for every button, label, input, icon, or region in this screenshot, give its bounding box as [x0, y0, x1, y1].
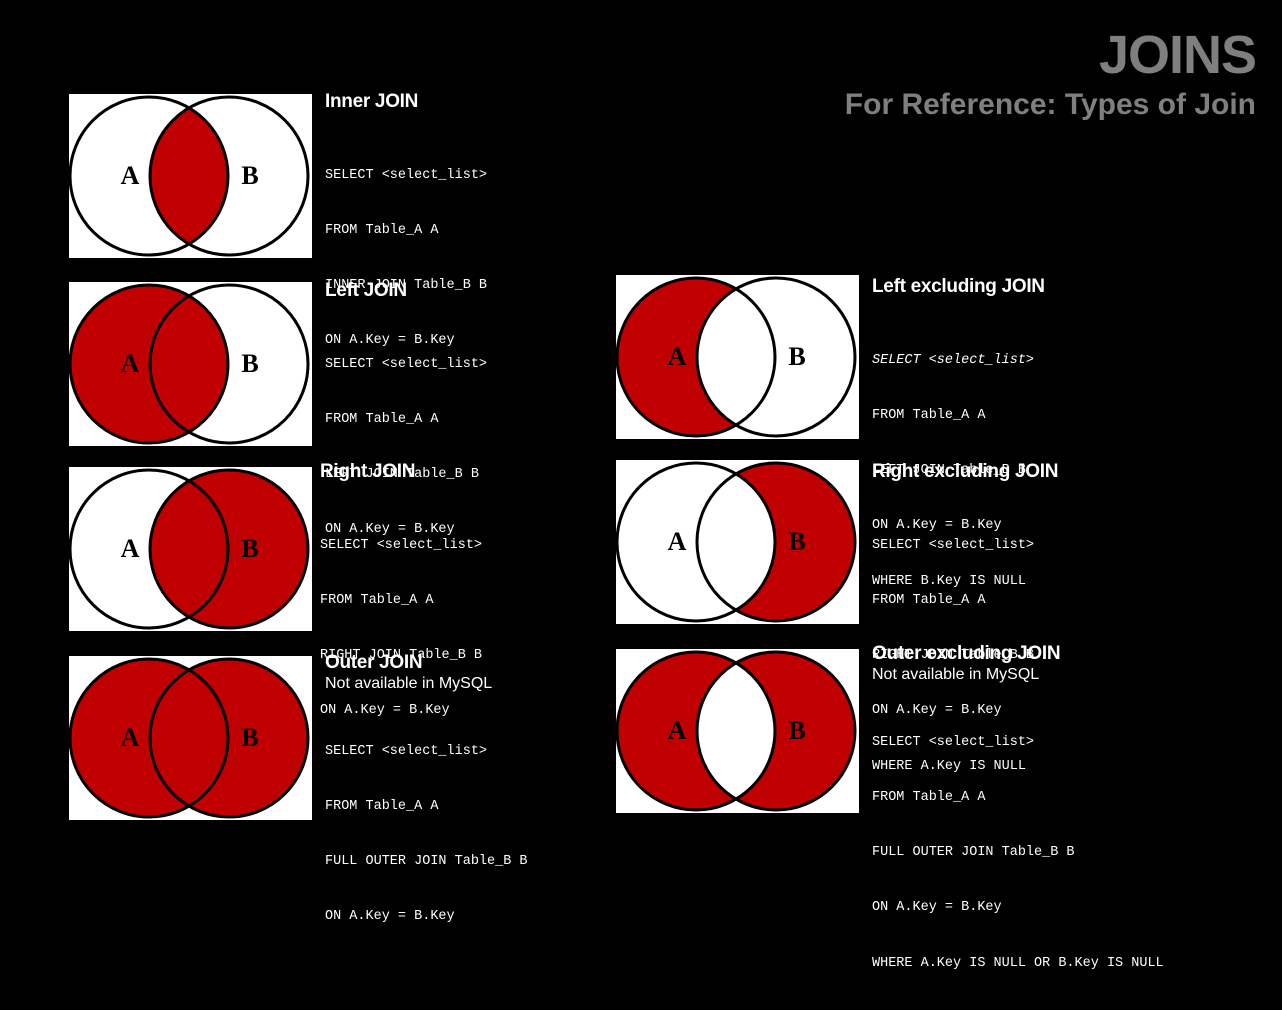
set-label-a: A [668, 342, 687, 371]
sql-line: SELECT <select_list> [325, 356, 488, 372]
join-title: Right JOIN [320, 461, 416, 482]
venn-left-join: A B [69, 282, 312, 446]
join-title: Inner JOIN [325, 91, 419, 112]
join-note: Not available in MySQL [325, 675, 493, 692]
sql-line: ON A.Key = B.Key [325, 333, 455, 349]
join-note: Not available in MySQL [872, 666, 1040, 683]
venn-left-excluding-join: A B [616, 275, 859, 439]
sql-line: FROM Table_A A [320, 593, 434, 609]
sql-line: ON A.Key = B.Key [325, 909, 455, 925]
region-a-and-b-excluded [697, 652, 775, 810]
set-label-a: A [121, 534, 140, 563]
sql-line: FROM Table_A A [872, 593, 986, 609]
set-label-b: B [241, 723, 258, 752]
sql-line: FULL OUTER JOIN Table_B B [325, 854, 528, 870]
sql-line: WHERE A.Key IS NULL OR B.Key IS NULL [872, 955, 1164, 971]
sql-line: FROM Table_A A [872, 408, 986, 424]
sql-code: SELECT <select_list> FROM Table_A A FULL… [325, 706, 528, 964]
circle-a [69, 657, 230, 819]
sql-code: SELECT <select_list> FROM Table_A A RIGH… [872, 500, 1058, 813]
circle-b [148, 468, 310, 630]
circle-a [616, 276, 777, 438]
set-label-a: A [121, 161, 140, 190]
sql-code: SELECT <select_list> FROM Table_A A FULL… [872, 697, 1164, 1010]
circle-a [616, 650, 777, 812]
circle-b [695, 650, 857, 812]
venn-inner-join: A B [69, 94, 312, 258]
region-a-and-b [150, 97, 228, 255]
sql-line: LEFT JOIN Table_B B [872, 463, 1026, 479]
region-a-and-b-excluded [697, 278, 775, 436]
sql-line: WHERE B.Key IS NULL [872, 573, 1026, 589]
venn-outer-join: A B [69, 656, 312, 820]
page-title: JOINS [1098, 25, 1257, 85]
sql-line: SELECT <select_list> [872, 537, 1035, 553]
sql-line: ON A.Key = B.Key [872, 703, 1002, 719]
venn-right-excluding-join: A B [616, 460, 859, 624]
set-label-b: B [788, 342, 805, 371]
sql-line: FULL OUTER JOIN Table_B B [872, 845, 1075, 861]
sql-line: LEFT JOIN Table_B B [325, 467, 479, 483]
sql-line: RIGHT JOIN Table_B B [872, 648, 1035, 664]
sql-code: SELECT <select_list> FROM Table_A A LEFT… [872, 315, 1045, 628]
sql-line: SELECT <select_list> [872, 734, 1035, 750]
circle-b [148, 283, 310, 445]
circle-a [616, 461, 777, 623]
circle-a [69, 283, 230, 445]
join-block-left: Left JOIN SELECT <select_list> FROM Tabl… [325, 280, 487, 577]
sql-line: ON A.Key = B.Key [872, 518, 1002, 534]
sql-line: ON A.Key = B.Key [872, 900, 1002, 916]
circle-b [148, 95, 310, 257]
sql-line: SELECT <select_list> [325, 743, 488, 759]
sql-line: FROM Table_A A [325, 799, 439, 815]
join-title: Right excluding JOIN [872, 461, 1059, 482]
region-a-and-b-excluded [697, 463, 775, 621]
circle-a [69, 468, 230, 630]
set-label-a: A [668, 527, 687, 556]
venn-right-join: A B [69, 467, 312, 631]
sql-line: FROM Table_A A [872, 790, 986, 806]
sql-code: SELECT <select_list> FROM Table_A A INNE… [325, 130, 487, 388]
join-title: Outer excluding JOIN [872, 643, 1061, 664]
venn-outer-excluding-join: A B [616, 649, 859, 813]
circle-b [148, 657, 310, 819]
sql-line: SELECT <select_list> [872, 352, 1035, 368]
page-subtitle: For Reference: Types of Join [844, 88, 1256, 121]
join-title: Outer JOIN [325, 652, 423, 673]
sql-code: SELECT <select_list> FROM Table_A A RIGH… [320, 500, 482, 758]
join-block-outer-excluding: Outer excluding JOIN Not available in My… [872, 643, 1164, 1010]
set-label-a: A [668, 716, 687, 745]
sql-line: SELECT <select_list> [325, 167, 488, 183]
set-label-b: B [241, 349, 258, 378]
circle-b [695, 461, 857, 623]
sql-line: ON A.Key = B.Key [320, 703, 450, 719]
join-block-left-excluding: Left excluding JOIN SELECT <select_list>… [872, 276, 1045, 628]
sql-line: RIGHT JOIN Table_B B [320, 648, 483, 664]
set-label-b: B [788, 716, 805, 745]
set-label-a: A [121, 349, 140, 378]
join-block-inner: Inner JOIN SELECT <select_list> FROM Tab… [325, 91, 487, 388]
sql-line: WHERE A.Key IS NULL [872, 758, 1026, 774]
sql-code: SELECT <select_list> FROM Table_A A LEFT… [325, 319, 487, 577]
join-block-right: Right JOIN SELECT <select_list> FROM Tab… [320, 461, 482, 758]
sql-line: FROM Table_A A [325, 412, 439, 428]
sql-line: FROM Table_A A [325, 223, 439, 239]
set-label-b: B [788, 527, 805, 556]
join-title: Left JOIN [325, 280, 407, 301]
sql-line: INNER JOIN Table_B B [325, 278, 488, 294]
set-label-b: B [241, 534, 258, 563]
circle-b [695, 276, 857, 438]
set-label-a: A [121, 723, 140, 752]
join-block-right-excluding: Right excluding JOIN SELECT <select_list… [872, 461, 1058, 813]
sql-line: ON A.Key = B.Key [325, 522, 455, 538]
sql-line: SELECT <select_list> [320, 537, 483, 553]
set-label-b: B [241, 161, 258, 190]
circle-a [69, 95, 230, 257]
join-block-outer: Outer JOIN Not available in MySQL SELECT… [325, 652, 528, 964]
join-title: Left excluding JOIN [872, 276, 1045, 297]
